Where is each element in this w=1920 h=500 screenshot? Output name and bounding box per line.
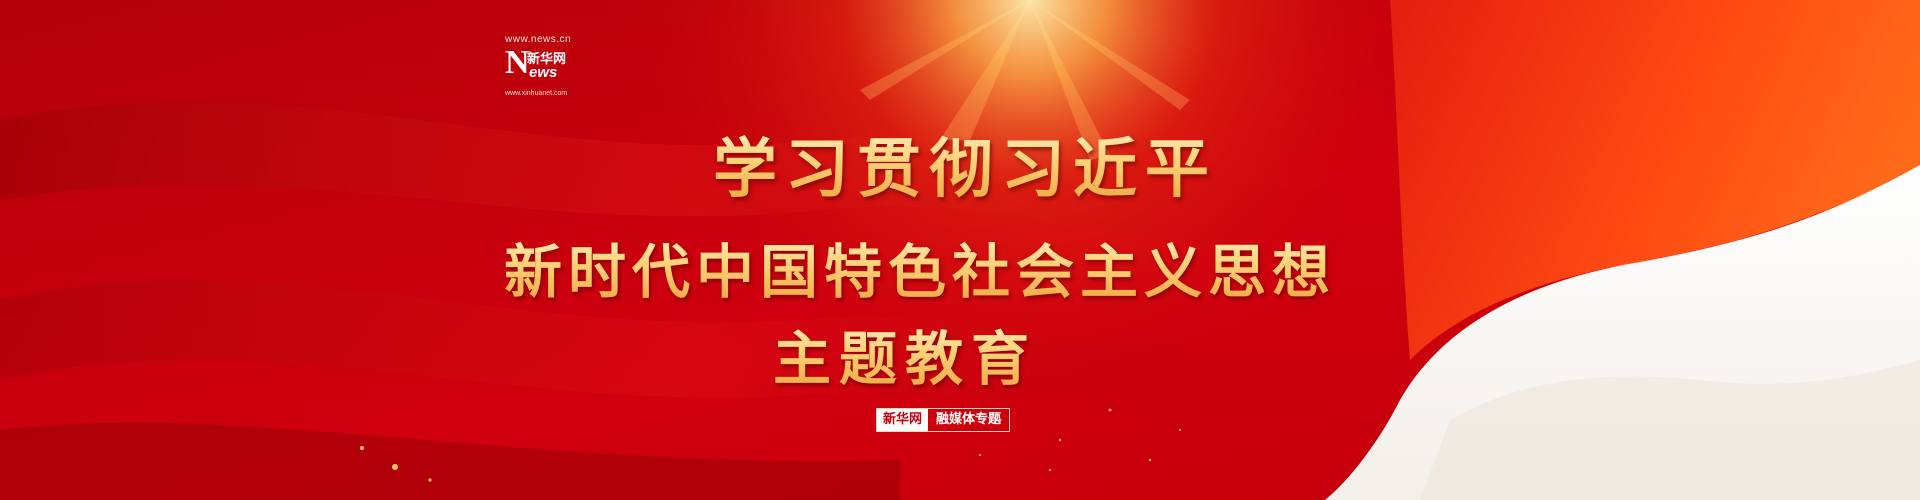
title-line-1: 学习贯彻习近平 — [5, 118, 1920, 210]
logo-url-top: www.news.cn — [505, 34, 572, 45]
logo-n-letter: N — [505, 44, 530, 81]
xinhua-news-logo[interactable]: www.news.cn N 新华网 ews www.xinhuanet.com — [505, 34, 605, 104]
logo-url-bottom: www.xinhuanet.com — [505, 90, 568, 97]
title-line-2: 新时代中国特色社会主义思想 — [0, 225, 1880, 309]
tag-media-topic: 融媒体专题 — [936, 412, 1002, 427]
logo-cn-name: 新华网 — [527, 52, 567, 67]
media-tag: 新华网 融媒体专题 — [876, 408, 1011, 432]
title-line-3: 主题教育 — [0, 312, 1865, 396]
logo-ews: ews — [529, 64, 558, 81]
tag-xinhua: 新华网 — [877, 409, 929, 431]
